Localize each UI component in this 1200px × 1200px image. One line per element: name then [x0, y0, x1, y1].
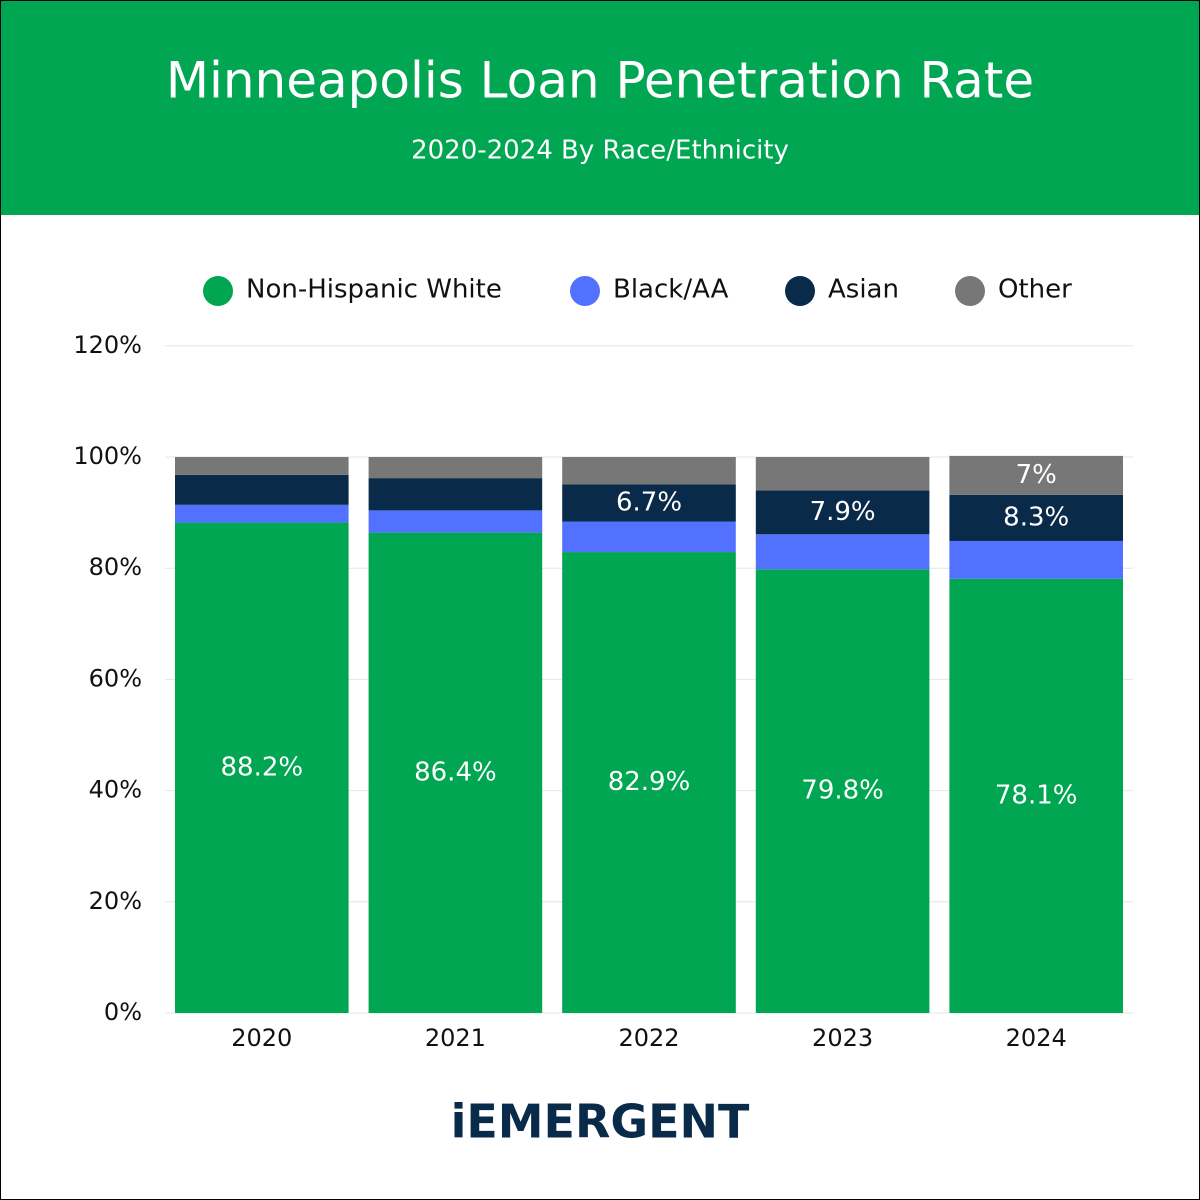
data-label: 7.9% — [810, 497, 876, 527]
bar-segment — [175, 504, 349, 523]
data-label: 79.8% — [801, 776, 884, 806]
data-label: 8.3% — [1003, 502, 1069, 532]
legend-marker — [955, 276, 985, 306]
x-tick-label: 2022 — [618, 1024, 679, 1052]
bar-segment — [562, 484, 736, 522]
y-tick-label: 20% — [89, 887, 142, 915]
bar-segment — [368, 478, 543, 511]
legend-label: Asian — [828, 275, 899, 305]
bar-segment — [175, 474, 349, 505]
bar-segment — [755, 490, 930, 535]
x-tick-label: 2023 — [812, 1024, 873, 1052]
bar-segment — [562, 457, 736, 485]
x-tick-label: 2021 — [425, 1024, 486, 1052]
legend-marker — [203, 276, 233, 306]
y-tick-label: 80% — [89, 553, 142, 581]
legend-label: Black/AA — [613, 275, 729, 305]
y-tick-label: 120% — [73, 331, 142, 359]
legend-label: Non-Hispanic White — [246, 275, 502, 305]
bar-segment — [368, 532, 543, 1013]
bar-segment — [949, 455, 1123, 495]
data-label: 82.9% — [608, 767, 691, 797]
bar-segment — [755, 534, 930, 570]
logo: iEMERGENT — [451, 1095, 750, 1149]
header — [1, 1, 1199, 215]
data-label: 88.2% — [220, 752, 303, 782]
bar-segment — [755, 569, 930, 1013]
bar-segment — [368, 510, 543, 533]
x-tick-label: 2024 — [1006, 1024, 1067, 1052]
x-tick-label: 2020 — [231, 1024, 292, 1052]
legend-label: Other — [998, 275, 1072, 305]
bar-segment — [949, 578, 1123, 1013]
y-tick-label: 100% — [73, 442, 142, 470]
legend-marker — [785, 276, 815, 306]
bar-segment — [755, 457, 930, 491]
bar-segment — [949, 540, 1123, 579]
data-label: 78.1% — [995, 780, 1078, 810]
y-tick-label: 60% — [89, 664, 142, 692]
data-label: 6.7% — [616, 487, 682, 517]
bar-segment — [175, 457, 349, 475]
bar-segment — [562, 552, 736, 1013]
y-tick-label: 40% — [89, 776, 142, 804]
legend-marker — [570, 276, 600, 306]
data-label: 86.4% — [414, 757, 497, 787]
bar-segment — [949, 494, 1123, 541]
chart-subtitle: 2020-2024 By Race/Ethnicity — [411, 136, 789, 166]
chart-title: Minneapolis Loan Penetration Rate — [166, 52, 1034, 110]
y-tick-label: 0% — [104, 998, 142, 1026]
bar-segment — [562, 521, 736, 553]
bar-segment — [175, 522, 349, 1013]
data-label: 7% — [1016, 460, 1057, 490]
bar-segment — [368, 457, 543, 479]
